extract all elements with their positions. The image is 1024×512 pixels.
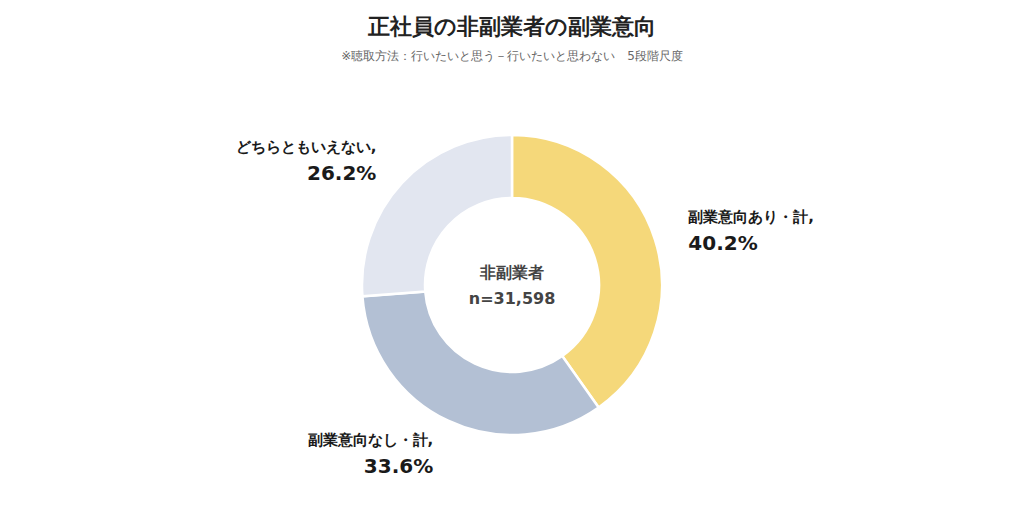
data-label: 26.2%	[307, 161, 376, 185]
subtitle: ※聴取方法：行いたいと思う－行いたいと思わない 5段階尺度	[341, 49, 683, 63]
chart: 正社員の非副業者の副業意向 ※聴取方法：行いたいと思う－行いたいと思わない 5段階…	[0, 0, 1024, 512]
slice	[362, 292, 598, 435]
category-label: 副業意向なし・計,	[308, 431, 434, 449]
data-label: 40.2%	[688, 231, 757, 255]
category-label: どちらともいえない,	[236, 138, 377, 156]
center-label: 非副業者	[479, 263, 544, 282]
title: 正社員の非副業者の副業意向	[367, 14, 656, 39]
slice-labels: 副業意向あり・計, 40.2% 副業意向なし・計, 33.6% どちらともいえない, 26…	[236, 138, 814, 478]
data-label: 33.6%	[364, 454, 433, 478]
center-label: n=31,598	[469, 289, 556, 308]
category-label: 副業意向あり・計,	[688, 208, 814, 226]
donut: 非副業者 n=31,598	[362, 135, 662, 435]
